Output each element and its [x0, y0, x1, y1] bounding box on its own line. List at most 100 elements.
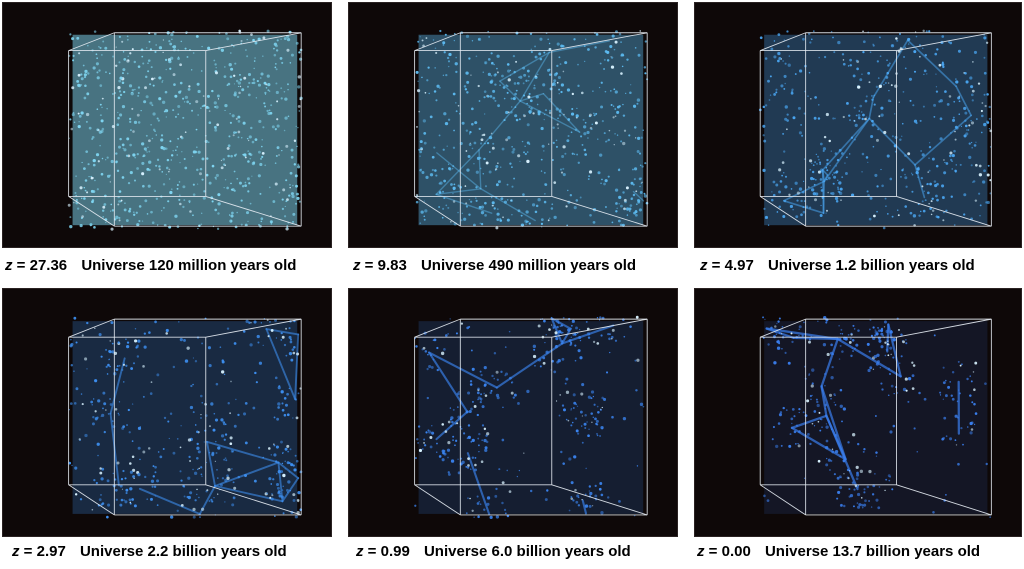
particle: [954, 130, 956, 133]
particle: [795, 443, 797, 445]
particle: [170, 154, 174, 157]
particle: [195, 100, 199, 104]
particle: [866, 342, 870, 346]
particle: [953, 224, 956, 226]
particle: [170, 32, 174, 37]
particle: [637, 136, 641, 140]
particle: [84, 357, 88, 361]
particle: [562, 167, 565, 170]
particle: [835, 200, 839, 203]
particle: [489, 95, 493, 98]
particle: [275, 445, 279, 449]
particle: [622, 54, 625, 57]
particle: [150, 66, 153, 69]
particle: [233, 170, 236, 173]
particle: [232, 450, 234, 453]
particle: [272, 200, 276, 203]
particle: [268, 90, 271, 92]
particle: [479, 397, 483, 401]
particle: [207, 346, 211, 350]
particle: [471, 438, 475, 443]
particle: [527, 75, 530, 78]
particle: [764, 318, 766, 321]
particle: [250, 33, 253, 36]
particle: [970, 428, 974, 431]
particle: [597, 171, 601, 175]
particle: [943, 211, 945, 214]
particle: [196, 446, 200, 450]
particle: [491, 374, 494, 378]
particle: [92, 163, 96, 167]
particle: [223, 438, 226, 441]
particle: [600, 334, 603, 337]
particle: [161, 171, 163, 173]
particle: [878, 339, 882, 343]
particle: [522, 193, 525, 196]
particle: [791, 422, 793, 425]
particle: [949, 437, 953, 441]
particle: [504, 346, 507, 348]
particle: [798, 325, 802, 329]
particle: [625, 186, 629, 190]
particle: [847, 477, 850, 480]
particle: [465, 466, 468, 468]
particle: [618, 105, 621, 108]
particle: [121, 368, 124, 372]
particle: [507, 78, 511, 82]
particle: [224, 179, 227, 181]
particle: [838, 358, 841, 360]
particle: [479, 401, 482, 404]
particle: [105, 409, 107, 411]
particle: [926, 73, 928, 75]
particle: [69, 402, 73, 405]
particle: [855, 114, 858, 117]
particle: [99, 467, 102, 470]
particle: [231, 211, 234, 215]
particle: [224, 457, 227, 460]
particle: [148, 160, 152, 164]
particle: [497, 162, 499, 164]
particle: [813, 425, 816, 427]
particle: [510, 97, 513, 100]
particle: [547, 219, 550, 222]
particle: [165, 68, 167, 71]
particle: [839, 187, 843, 191]
particle: [543, 200, 547, 204]
particle: [295, 416, 299, 420]
particle: [773, 361, 777, 365]
particle: [800, 213, 803, 217]
particle: [121, 72, 124, 75]
particle: [973, 388, 976, 391]
particle: [281, 149, 283, 152]
particle: [584, 153, 588, 156]
cube-edge: [68, 318, 115, 338]
particle: [902, 90, 905, 93]
particle: [261, 139, 263, 141]
particle: [232, 134, 235, 137]
particle: [116, 123, 120, 126]
particle: [517, 154, 521, 158]
particle: [633, 178, 636, 181]
particle: [826, 169, 829, 172]
particle: [74, 466, 78, 470]
particle: [953, 149, 956, 153]
particle: [117, 111, 119, 114]
particle: [890, 353, 892, 356]
particle: [534, 210, 538, 214]
particle: [133, 179, 137, 182]
particle: [176, 184, 179, 187]
particle: [904, 176, 908, 180]
particle: [147, 146, 149, 149]
particle: [611, 335, 614, 339]
particle: [111, 350, 115, 354]
particle: [869, 51, 872, 53]
particle: [826, 178, 828, 181]
particle: [423, 200, 426, 202]
particle: [423, 438, 426, 441]
particle: [196, 493, 198, 496]
particle: [99, 471, 103, 475]
particle: [91, 403, 94, 406]
particle: [609, 333, 611, 336]
particle: [98, 498, 102, 502]
particle: [250, 126, 253, 130]
